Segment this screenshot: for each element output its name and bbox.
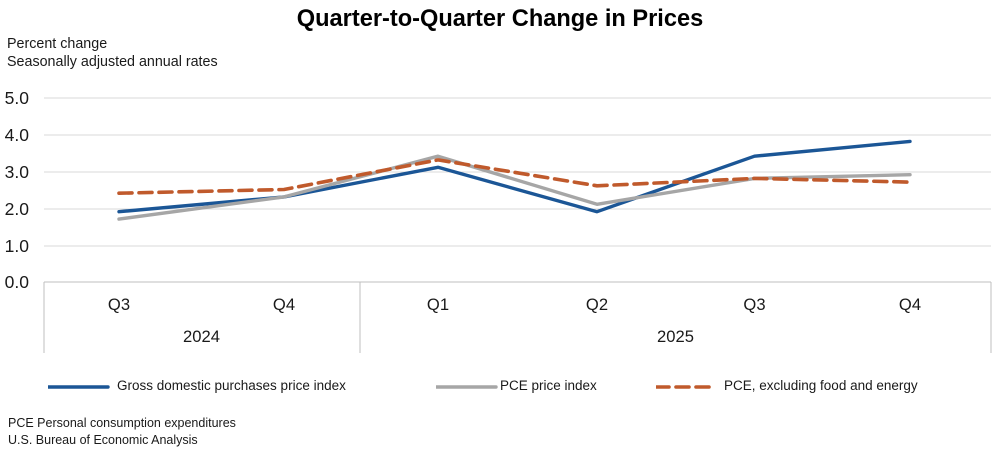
svg-text:Q3: Q3 [108, 295, 130, 314]
svg-text:1.0: 1.0 [5, 236, 30, 256]
svg-text:0.0: 0.0 [5, 272, 30, 292]
svg-text:Q1: Q1 [427, 295, 449, 314]
svg-text:Q4: Q4 [273, 295, 295, 314]
svg-text:Q2: Q2 [586, 295, 608, 314]
svg-text:2.0: 2.0 [5, 199, 30, 219]
svg-text:Q4: Q4 [899, 295, 921, 314]
svg-text:3.0: 3.0 [5, 162, 30, 182]
svg-text:5.0: 5.0 [5, 88, 30, 108]
svg-text:4.0: 4.0 [5, 125, 30, 145]
svg-text:2025: 2025 [657, 327, 694, 346]
svg-text:2024: 2024 [183, 327, 220, 346]
svg-text:Q3: Q3 [743, 295, 765, 314]
